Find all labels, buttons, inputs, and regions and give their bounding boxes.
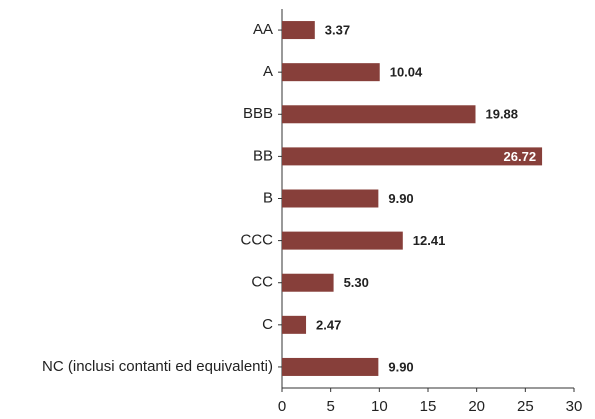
value-label: 5.30 bbox=[344, 275, 369, 290]
value-label: 10.04 bbox=[390, 65, 423, 80]
y-tick-label: C bbox=[262, 316, 273, 333]
x-tick-label: 5 bbox=[326, 398, 334, 415]
y-tick-label: BBB bbox=[243, 105, 273, 122]
y-tick-label: B bbox=[263, 189, 273, 206]
bar bbox=[282, 147, 543, 166]
x-tick-label: 25 bbox=[517, 398, 534, 415]
y-tick-label: NC (inclusi contanti ed equivalenti) bbox=[42, 358, 273, 375]
x-tick-label: 10 bbox=[371, 398, 388, 415]
y-tick-label: A bbox=[263, 63, 273, 80]
bar bbox=[282, 273, 334, 292]
y-tick-label: CC bbox=[251, 274, 273, 291]
value-label: 12.41 bbox=[413, 233, 446, 248]
bar bbox=[282, 315, 307, 334]
value-label: 9.90 bbox=[388, 359, 413, 374]
y-tick-label: AA bbox=[253, 21, 273, 38]
value-label: 2.47 bbox=[316, 317, 341, 332]
bar bbox=[282, 189, 379, 208]
bar bbox=[282, 21, 315, 40]
y-tick-label: BB bbox=[253, 147, 273, 164]
x-tick-label: 20 bbox=[468, 398, 485, 415]
y-tick-label: CCC bbox=[241, 232, 274, 249]
value-label: 19.88 bbox=[485, 107, 518, 122]
x-tick-label: 0 bbox=[278, 398, 286, 415]
bar bbox=[282, 105, 476, 124]
bar bbox=[282, 231, 403, 250]
bar bbox=[282, 63, 380, 82]
value-label: 9.90 bbox=[388, 191, 413, 206]
value-label: 3.37 bbox=[325, 22, 350, 37]
value-label: 26.72 bbox=[504, 149, 537, 164]
x-tick-label: 30 bbox=[566, 398, 583, 415]
bar bbox=[282, 357, 379, 376]
x-tick-label: 15 bbox=[420, 398, 437, 415]
